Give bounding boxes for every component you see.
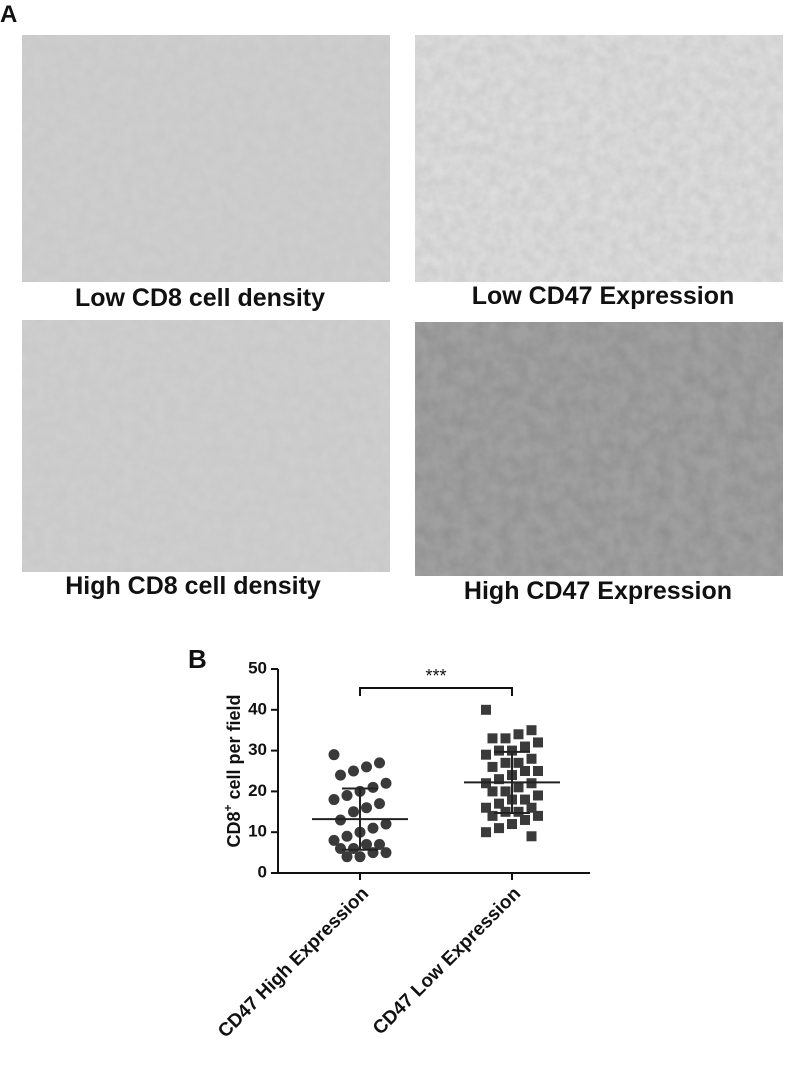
x-tick-label: CD47 High Expression xyxy=(214,883,373,1042)
point xyxy=(380,818,392,830)
point xyxy=(335,843,346,855)
y-tick-label: 40 xyxy=(248,699,267,718)
panel-label: A xyxy=(0,1,17,28)
micrograph xyxy=(22,35,390,282)
point xyxy=(500,806,511,817)
point xyxy=(487,733,498,744)
point xyxy=(513,782,524,793)
point xyxy=(348,806,359,818)
point xyxy=(354,851,366,863)
point xyxy=(348,765,359,777)
point xyxy=(500,757,511,768)
point xyxy=(533,766,543,776)
y-tick-label: 0 xyxy=(258,862,267,881)
caption: High CD47 Expression xyxy=(464,577,732,605)
y-label-text: CD8 xyxy=(224,812,244,848)
point xyxy=(526,753,537,764)
point xyxy=(361,802,372,814)
point xyxy=(374,798,385,810)
point xyxy=(513,757,524,768)
point xyxy=(500,786,511,797)
point xyxy=(533,810,543,821)
point xyxy=(341,830,353,842)
caption: Low CD47 Expression xyxy=(472,282,735,310)
point xyxy=(374,757,385,769)
significance-bracket xyxy=(359,687,513,696)
y-tick-label: 20 xyxy=(248,781,267,800)
point xyxy=(494,798,504,809)
point xyxy=(520,766,530,776)
point xyxy=(328,834,340,846)
point xyxy=(513,729,524,740)
y-tick-label: 10 xyxy=(248,822,267,841)
point xyxy=(481,827,491,838)
point xyxy=(526,802,537,813)
micrograph xyxy=(415,322,783,576)
y-tick-label: 50 xyxy=(248,658,267,677)
x-tick-label: CD47 Low Expression xyxy=(369,883,525,1039)
point xyxy=(367,781,379,793)
point xyxy=(494,823,504,834)
point xyxy=(520,814,530,825)
point xyxy=(507,819,517,830)
point xyxy=(487,761,498,772)
point xyxy=(507,745,517,756)
point xyxy=(481,802,491,813)
point xyxy=(361,838,372,850)
micrograph xyxy=(22,320,390,572)
point xyxy=(335,769,346,781)
point xyxy=(380,777,392,789)
y-tick-label: 30 xyxy=(248,740,267,759)
point xyxy=(481,704,491,715)
point xyxy=(520,794,530,805)
point xyxy=(526,831,537,842)
point xyxy=(348,843,359,855)
point xyxy=(487,810,498,821)
point xyxy=(494,745,504,756)
point xyxy=(367,822,379,834)
point xyxy=(380,847,392,859)
point xyxy=(481,749,491,760)
point xyxy=(374,838,385,850)
point xyxy=(361,761,372,773)
significance-label: *** xyxy=(425,666,446,686)
point xyxy=(328,749,340,761)
y-axis-label: CD8+ cell per field xyxy=(221,694,244,847)
panel-label: B xyxy=(188,644,207,674)
point xyxy=(533,790,543,801)
point xyxy=(341,851,353,863)
point xyxy=(328,794,340,806)
point xyxy=(533,737,543,748)
y-label-sup: + xyxy=(221,805,235,812)
point xyxy=(341,789,353,801)
y-label-text: cell per field xyxy=(224,694,244,804)
micrograph xyxy=(415,35,783,282)
point xyxy=(494,774,504,785)
point xyxy=(526,725,537,736)
caption: Low CD8 cell density xyxy=(75,284,325,312)
caption: High CD8 cell density xyxy=(65,572,321,600)
point xyxy=(513,806,524,817)
point xyxy=(487,786,498,797)
point xyxy=(500,733,511,744)
point xyxy=(520,741,530,752)
